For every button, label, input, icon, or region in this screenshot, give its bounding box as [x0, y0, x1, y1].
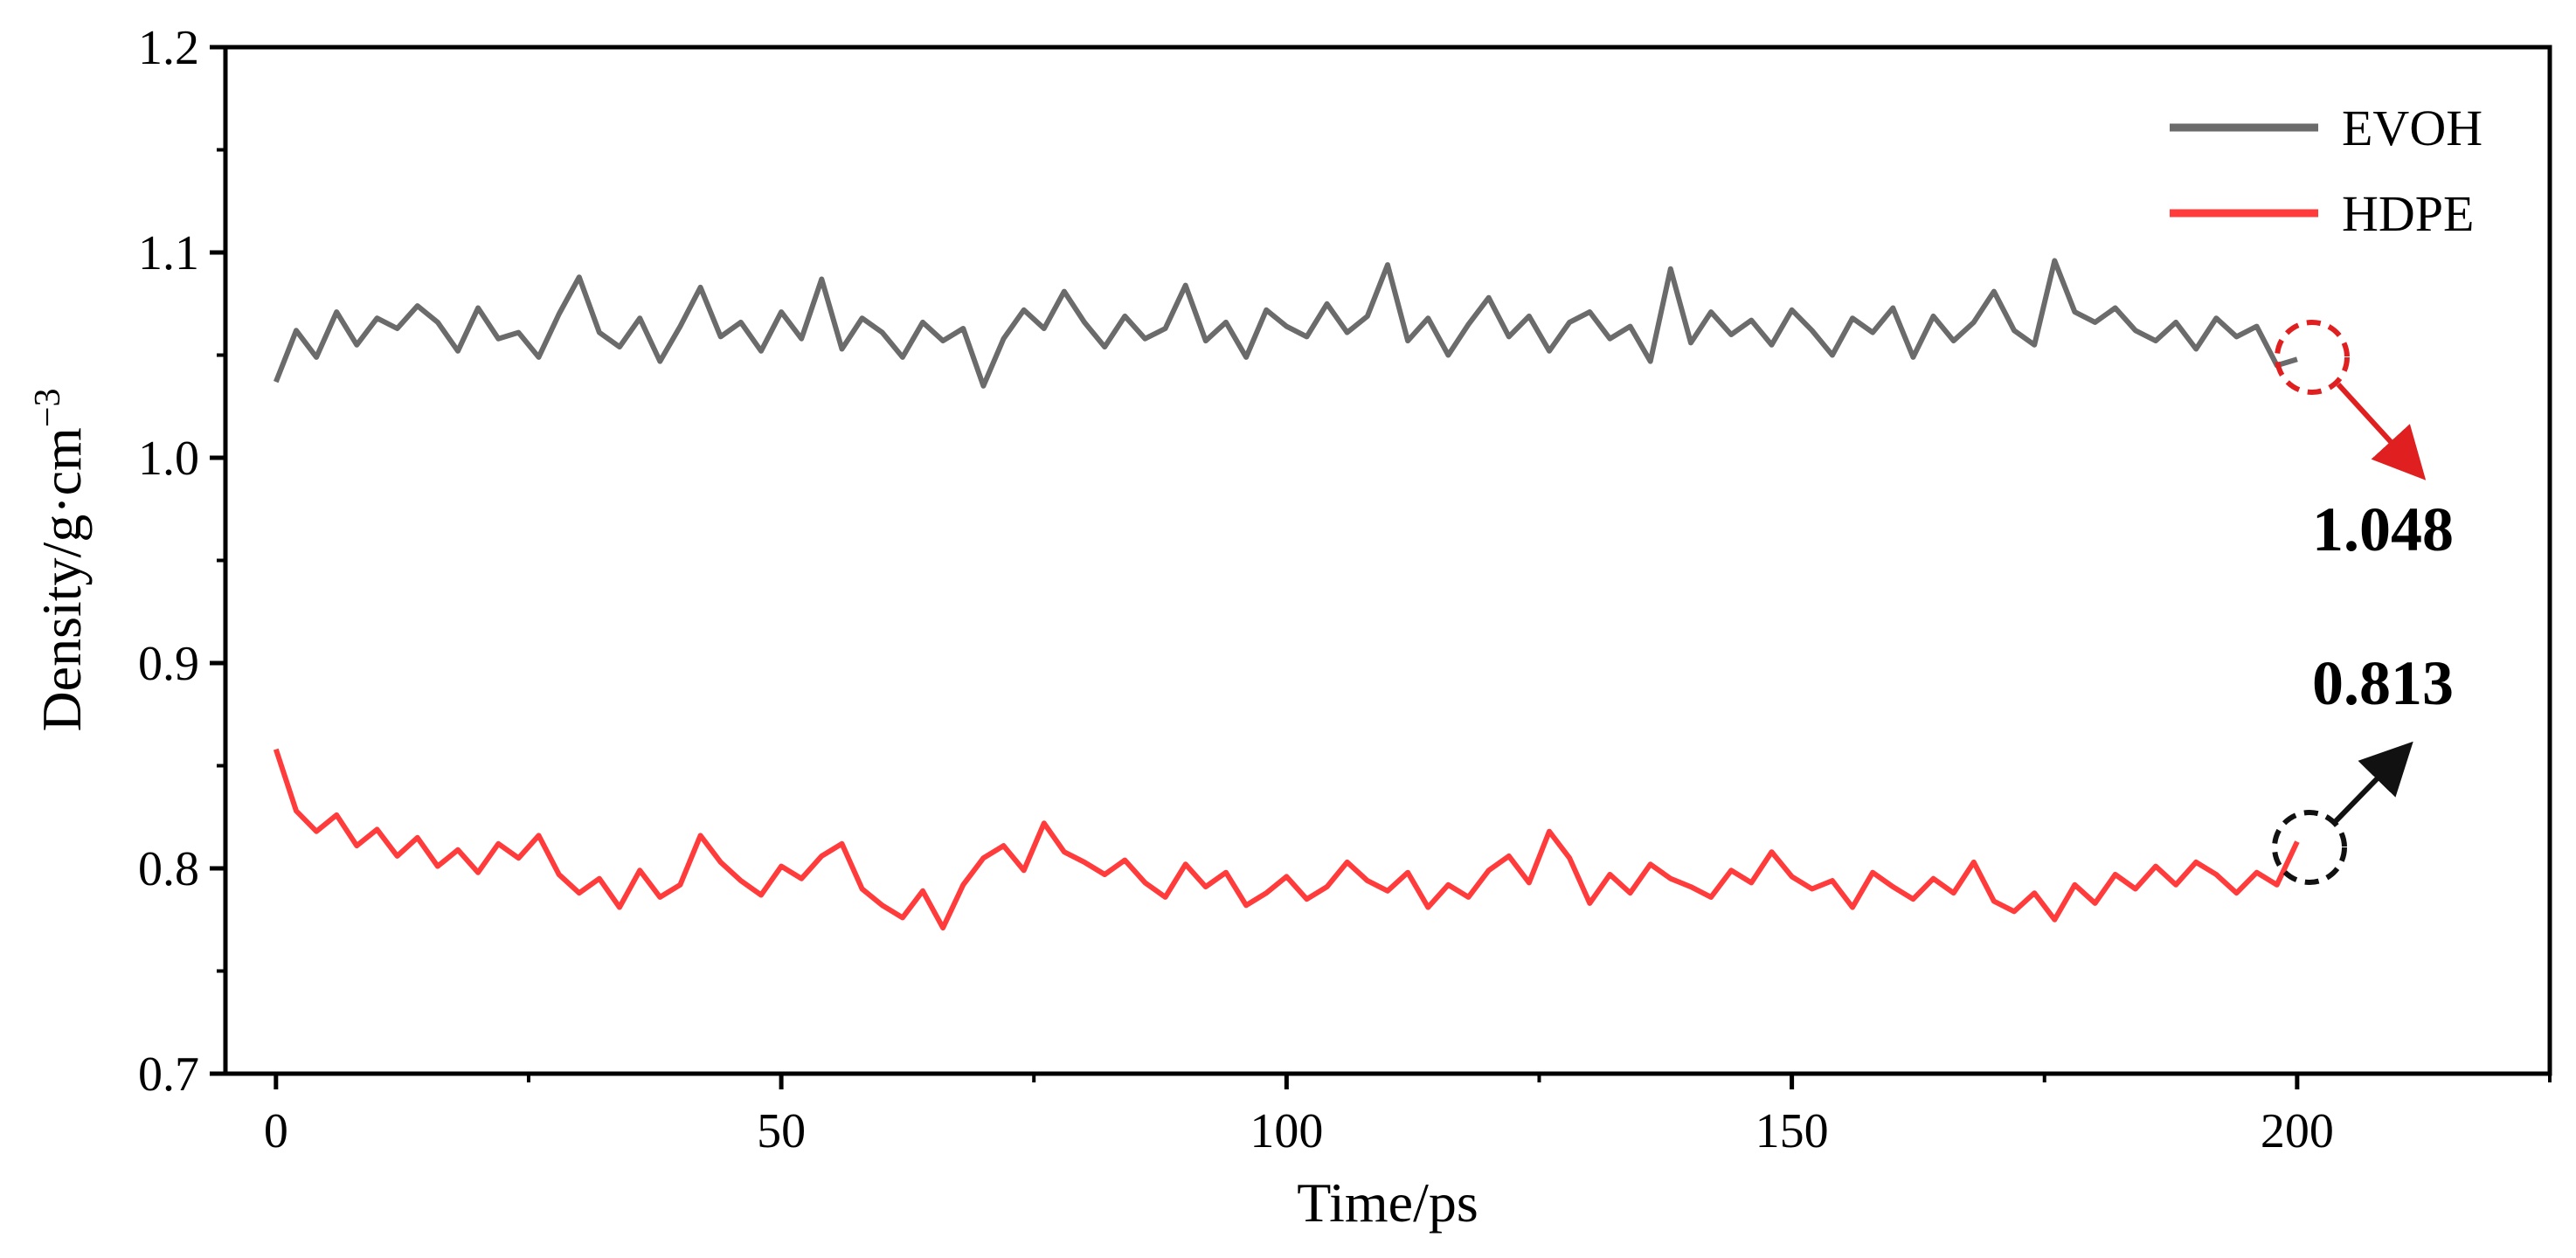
- y-tick-label: 1.0: [138, 432, 199, 486]
- series-line-evoh: [274, 258, 2298, 389]
- annotation-evoh: 1.048: [2275, 320, 2454, 564]
- x-tick-label: 150: [1755, 1104, 1829, 1158]
- y-axis-title-main: Density/g·cm: [31, 427, 93, 731]
- y-tick-label: 1.2: [138, 21, 199, 75]
- y-tick-label: 0.8: [138, 842, 199, 896]
- tick-labels: 0 50 100 150 200 0.7 0.8 0.9 1.0 1.1 1.2: [138, 21, 2334, 1158]
- y-tick-label: 0.7: [138, 1047, 199, 1102]
- plot-frame: [223, 45, 2552, 1076]
- annotation-hdpe: 0.813: [2272, 648, 2454, 885]
- annotation-circle-hdpe: [2272, 810, 2347, 885]
- ticks-layer: [210, 45, 2552, 1089]
- annotation-label-evoh: 1.048: [2312, 494, 2454, 564]
- annotation-arrow-evoh: [2336, 382, 2427, 480]
- x-axis-title: Time/ps: [1297, 1172, 1478, 1234]
- annotation-circle-evoh: [2275, 320, 2350, 395]
- legend-label-evoh: EVOH: [2342, 100, 2483, 156]
- legend-label-hdpe: HDPE: [2342, 185, 2474, 242]
- y-axis-title-sup: −3: [28, 388, 68, 427]
- x-tick-label: 200: [2261, 1104, 2334, 1158]
- y-axis-title: Density/g·cm−3: [28, 388, 93, 731]
- x-tick-label: 0: [264, 1104, 288, 1158]
- annotation-arrow-hdpe: [2333, 741, 2413, 824]
- y-tick-label: 1.1: [138, 226, 199, 280]
- series-line-hdpe: [273, 748, 2300, 931]
- legend: EVOH HDPE: [2170, 100, 2483, 242]
- annotation-label-hdpe: 0.813: [2312, 648, 2454, 718]
- x-tick-label: 50: [757, 1104, 806, 1158]
- y-tick-label: 0.9: [138, 637, 199, 691]
- x-tick-label: 100: [1250, 1104, 1323, 1158]
- series-layer: [273, 258, 2300, 931]
